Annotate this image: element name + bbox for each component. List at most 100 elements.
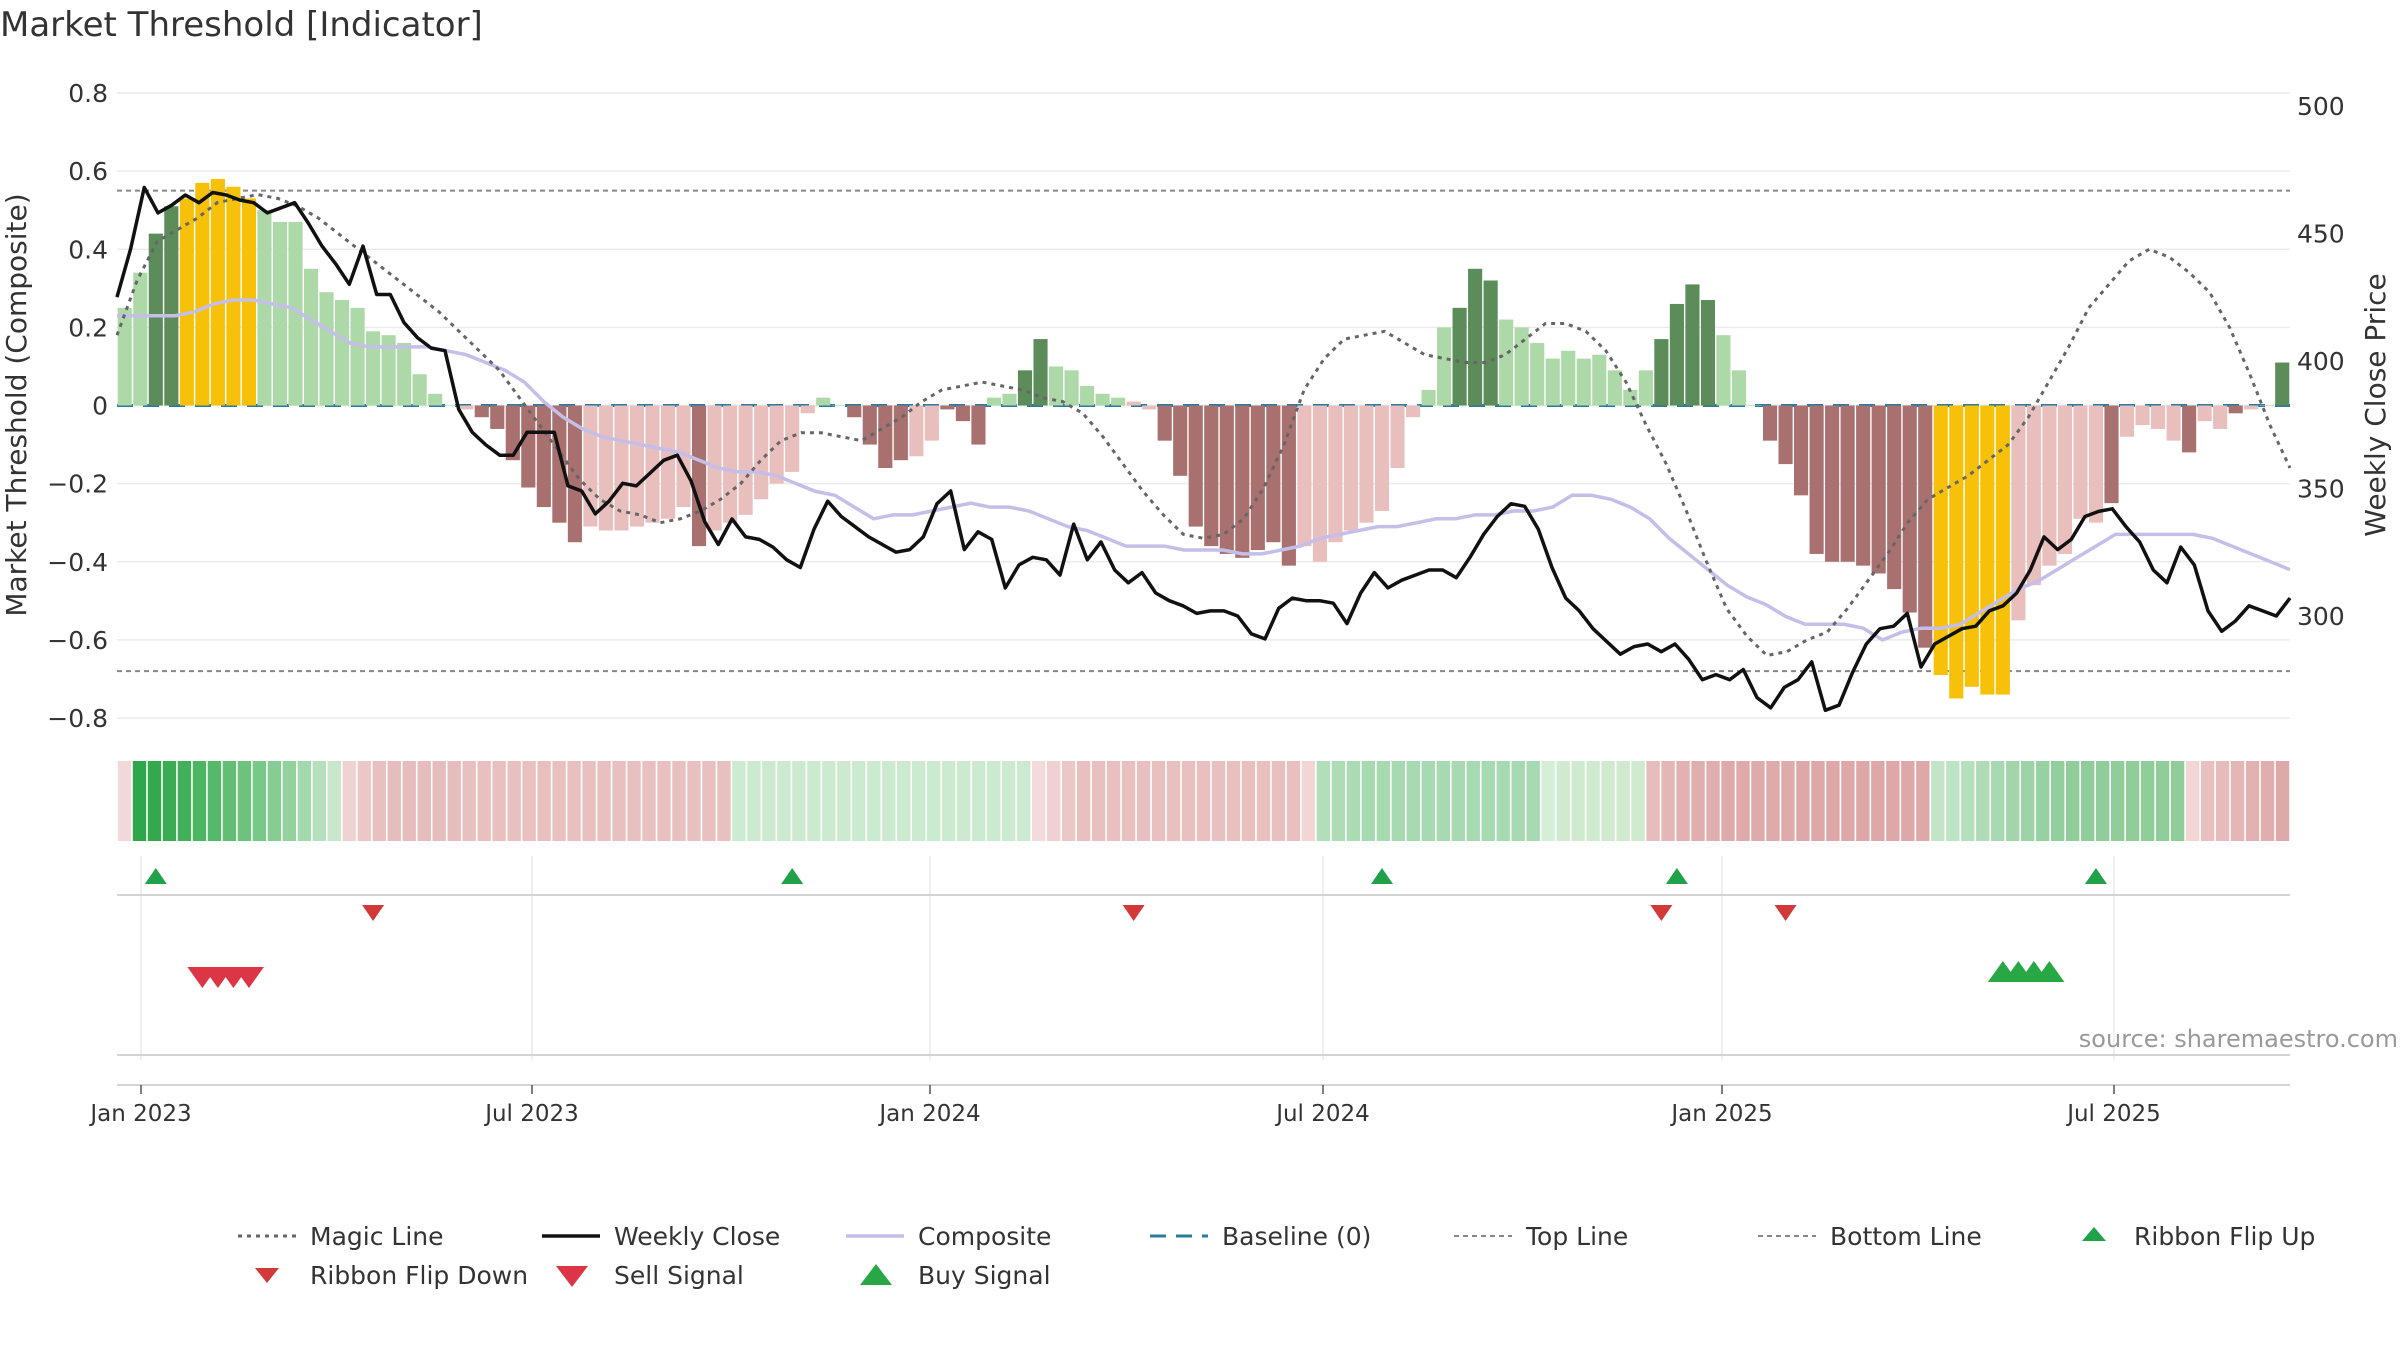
bar — [1716, 335, 1731, 406]
bar — [1374, 405, 1390, 511]
bar — [335, 300, 350, 406]
x-tick-label: Jan 2023 — [88, 1101, 191, 1127]
ribbon-cell — [477, 761, 491, 841]
bar — [738, 405, 753, 515]
ribbon-cell — [897, 761, 911, 841]
source-label: source: sharemaestro.com — [2079, 1025, 2398, 1053]
bar — [505, 405, 520, 461]
bar — [1390, 405, 1405, 468]
ribbon-cell — [1451, 761, 1465, 841]
ribbon-cell — [777, 761, 791, 841]
legend-top-line-label: Top Line — [1525, 1222, 1628, 1251]
bar — [1173, 405, 1188, 476]
bar — [1561, 350, 1576, 406]
bar — [1142, 405, 1157, 410]
legend-baseline-label: Baseline (0) — [1222, 1222, 1371, 1251]
bar — [1623, 389, 1638, 406]
ribbon-cell — [2036, 761, 2050, 841]
ribbon-cell — [1676, 761, 1690, 841]
ribbon-cell — [1751, 761, 1765, 841]
ribbon-cell — [297, 761, 312, 841]
bar — [1731, 370, 1747, 406]
bar — [723, 405, 738, 523]
bar — [490, 405, 505, 429]
ribbon-cell — [882, 761, 896, 841]
ribbon-cell — [1226, 761, 1241, 841]
x-tick-label: Jul 2025 — [2065, 1101, 2161, 1127]
ribbon-cell — [1871, 761, 1885, 841]
ribbon-cell — [1511, 761, 1525, 841]
bar — [1111, 397, 1126, 406]
ribbon-cell — [1346, 761, 1361, 841]
bar — [1856, 405, 1871, 566]
ribbon-cell — [2110, 761, 2125, 841]
bar — [2275, 362, 2290, 406]
bar — [179, 198, 194, 406]
bar — [1359, 405, 1374, 523]
bar — [1887, 405, 1902, 590]
ribbon-cell — [2275, 761, 2290, 841]
ribbon-cell — [312, 761, 327, 841]
ribbon-cell — [1376, 761, 1391, 841]
x-tick-label: Jul 2024 — [1274, 1101, 1370, 1127]
ribbon-cell — [867, 761, 881, 841]
ribbon-cell — [1706, 761, 1720, 841]
ribbon-cell — [1826, 761, 1840, 841]
buy-signal-marker — [2034, 961, 2065, 982]
bar — [2119, 405, 2135, 437]
bar — [1902, 405, 1917, 613]
ribbon-cell — [1601, 761, 1615, 841]
bar — [567, 405, 582, 543]
ribbon-cell — [687, 761, 701, 841]
bar — [1592, 354, 1607, 406]
ribbon-cell — [357, 761, 371, 841]
legend-sell-signal: Sell Signal — [556, 1261, 744, 1290]
bar — [847, 405, 862, 418]
bar — [1747, 405, 1762, 406]
bar — [1949, 405, 1964, 699]
ribbon-cell — [702, 761, 716, 841]
bar — [1499, 319, 1514, 406]
bar — [1048, 366, 1064, 406]
bar — [1250, 405, 1265, 551]
ribbon-cell — [462, 761, 476, 841]
bar — [1545, 358, 1560, 406]
ribbon-cell — [1316, 761, 1331, 841]
bar — [303, 268, 319, 406]
legend-baseline: Baseline (0) — [1150, 1222, 1371, 1251]
ribbon-cell — [132, 761, 147, 841]
bar — [381, 335, 396, 406]
bar — [1980, 405, 1995, 695]
ribbon-cell — [1046, 761, 1061, 841]
legend-buy-signal-swatch — [860, 1264, 892, 1285]
bar — [1188, 405, 1203, 527]
bar — [1204, 405, 1219, 547]
ribbon-cell — [1001, 761, 1016, 841]
ribbon-cell — [597, 761, 611, 841]
ribbon-cell — [2066, 761, 2080, 841]
ribbon-cell — [2080, 761, 2095, 841]
bar — [645, 405, 660, 523]
bar — [1685, 284, 1700, 406]
legend-weekly-close: Weekly Close — [542, 1222, 780, 1251]
bar — [1281, 405, 1296, 566]
y-tick-label: 0.4 — [68, 235, 108, 264]
ribbon-cell — [1646, 761, 1660, 841]
bar — [1095, 393, 1110, 406]
bar — [955, 405, 970, 422]
y-tick-label: 0.8 — [68, 79, 108, 108]
ribbon-cell — [2155, 761, 2170, 841]
ribbon-cell — [2125, 761, 2140, 841]
bar — [940, 405, 955, 410]
bar — [1669, 303, 1684, 406]
ribbon-cell — [1121, 761, 1136, 841]
bar — [1033, 339, 1048, 406]
bar — [1700, 300, 1716, 406]
bar — [1126, 401, 1141, 406]
ribbon-cell — [1091, 761, 1106, 841]
y2-axis-label: Weekly Close Price — [2359, 273, 2392, 536]
ribbon-cell — [1766, 761, 1780, 841]
bar — [459, 405, 474, 410]
ribbon-cell — [972, 761, 986, 841]
